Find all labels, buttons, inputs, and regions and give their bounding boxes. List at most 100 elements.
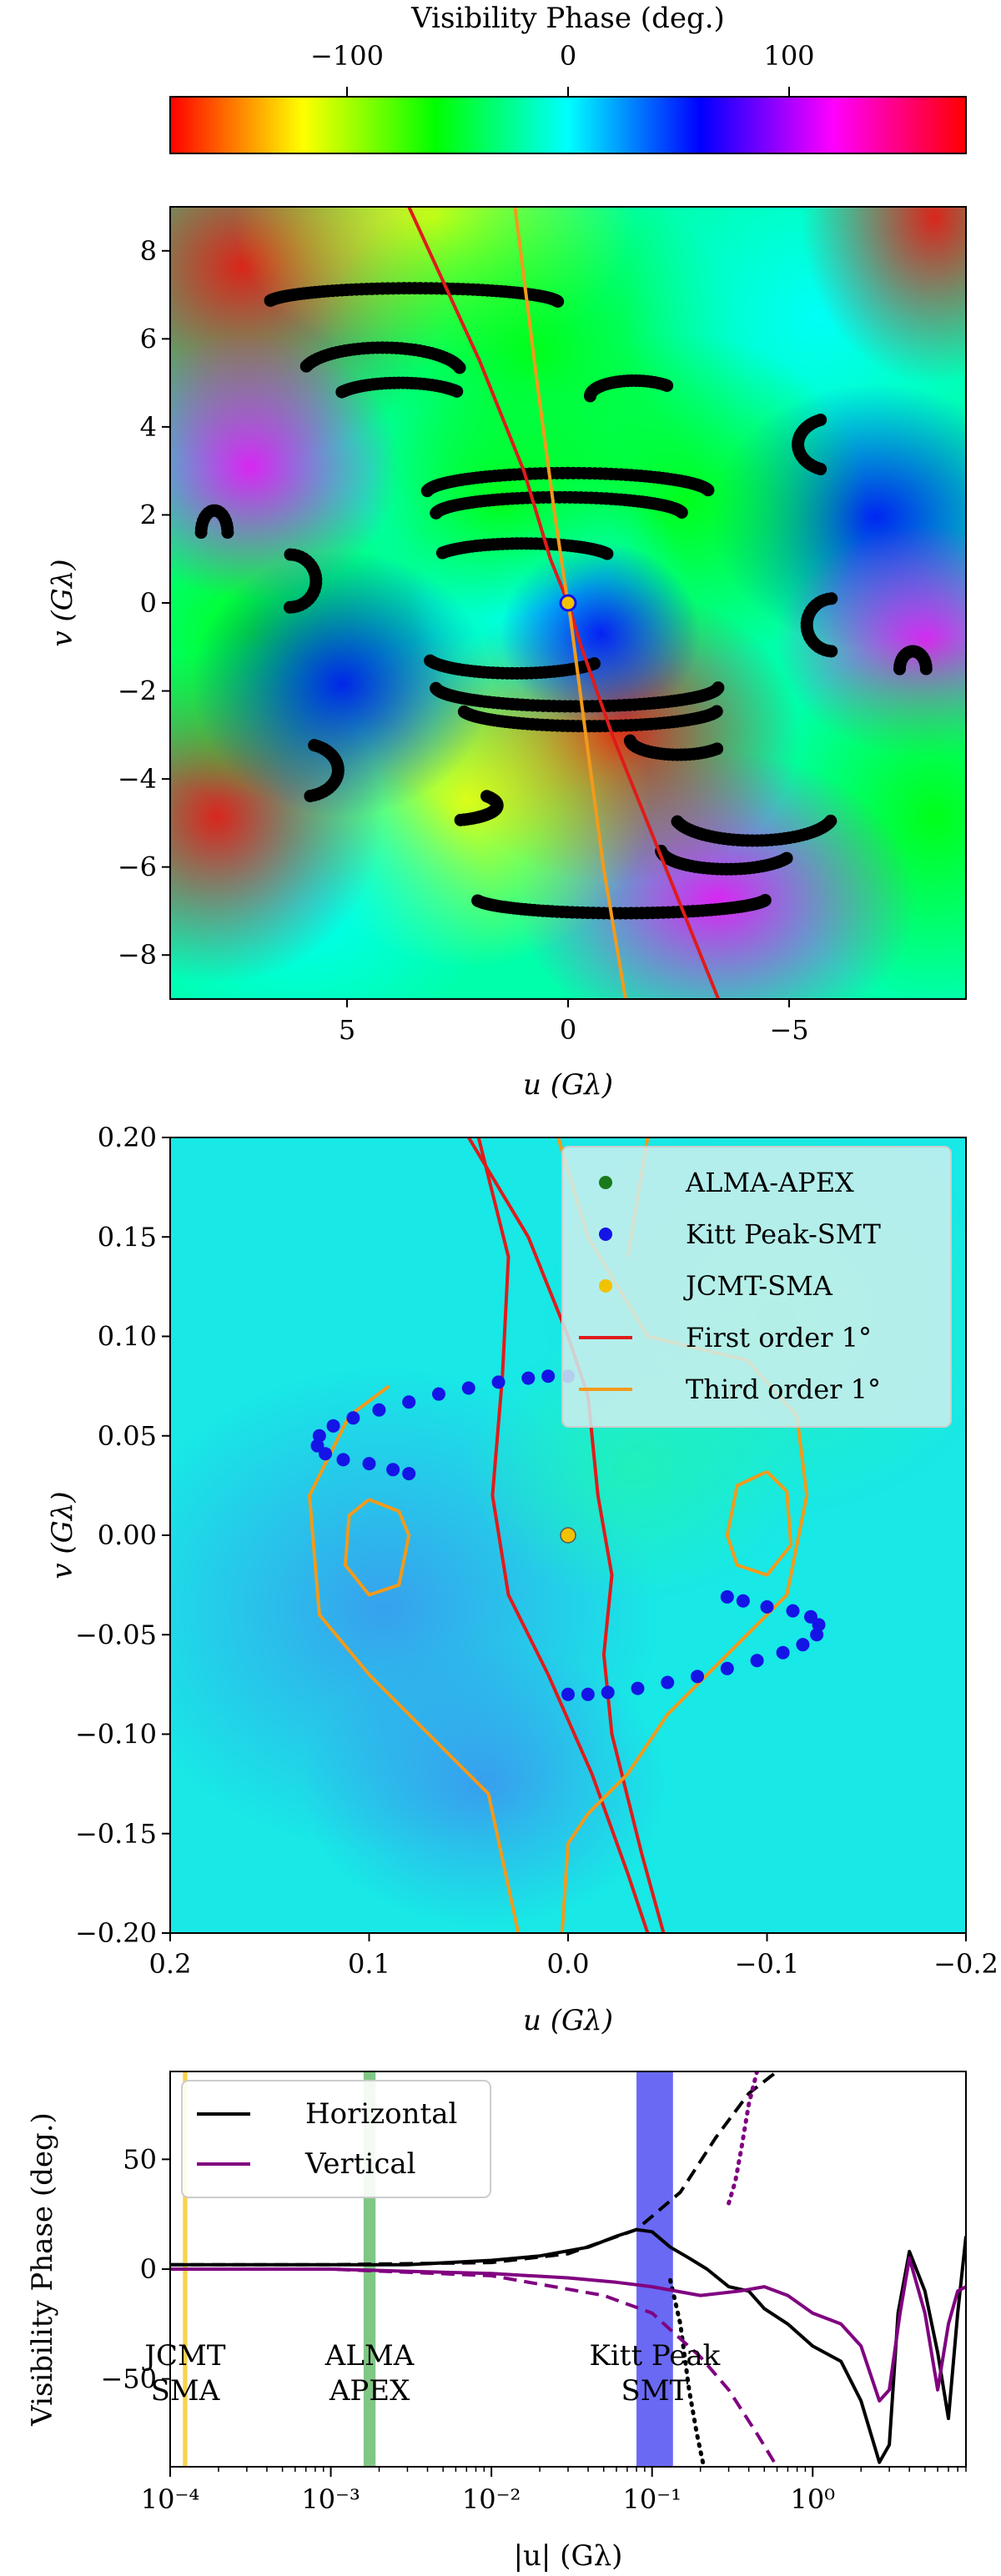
panel3-xlabel: |u| (Gλ) bbox=[514, 2539, 623, 2573]
scatter-point bbox=[541, 1369, 556, 1383]
x-tick-label: 5 bbox=[339, 1014, 355, 1046]
scatter-point bbox=[631, 1681, 645, 1695]
uv-point bbox=[814, 413, 827, 426]
y-tick-label: −2 bbox=[118, 675, 157, 707]
panel3-lines bbox=[170, 2071, 966, 2467]
legend-label: First order 1° bbox=[686, 1322, 872, 1353]
y-tick-label: −0.20 bbox=[75, 1917, 157, 1949]
panel2-contours bbox=[308, 1137, 809, 1933]
uv-point bbox=[457, 706, 470, 719]
scatter-point bbox=[312, 1429, 326, 1443]
legend-label: Kitt Peak-SMT bbox=[686, 1218, 881, 1250]
scatter-point bbox=[491, 1375, 506, 1389]
y-tick-label: 0.20 bbox=[98, 1122, 157, 1153]
series-line bbox=[668, 2277, 707, 2467]
colorbar-ticks: −100 0 100 bbox=[310, 40, 815, 97]
scatter-point bbox=[720, 1589, 734, 1604]
y-tick-label: −50 bbox=[100, 2363, 157, 2395]
panel2-xlabel: u (Gλ) bbox=[523, 2004, 613, 2037]
uv-point bbox=[304, 790, 317, 803]
uv-point bbox=[825, 592, 838, 605]
uv-point bbox=[671, 815, 684, 828]
panel1-tracks bbox=[194, 282, 933, 920]
x-tick-label: 0.0 bbox=[547, 1948, 590, 1980]
scatter-point bbox=[362, 1457, 376, 1471]
scatter-point bbox=[402, 1395, 416, 1409]
scatter-point bbox=[346, 1411, 360, 1425]
uv-point bbox=[450, 384, 464, 398]
panel1-phase-map bbox=[170, 207, 966, 999]
uv-point bbox=[221, 526, 234, 540]
scatter-point bbox=[581, 1687, 595, 1701]
uv-point bbox=[453, 361, 466, 374]
scatter-point bbox=[760, 1599, 774, 1614]
y-tick-label: 0 bbox=[140, 587, 157, 619]
x-tick-label: 10⁻¹ bbox=[622, 2483, 681, 2515]
colorbar-tick-label: 100 bbox=[763, 40, 814, 72]
scatter-point bbox=[402, 1467, 416, 1481]
panel3-legend: Horizontal Vertical bbox=[181, 2080, 491, 2198]
scatter-point bbox=[691, 1670, 705, 1684]
scatter-point bbox=[661, 1675, 675, 1690]
uv-point bbox=[424, 654, 437, 667]
legend-label: ALMA-APEX bbox=[685, 1167, 854, 1198]
y-tick-label: 0 bbox=[140, 2253, 157, 2285]
scatter-point bbox=[431, 1387, 445, 1401]
y-tick-label: 2 bbox=[140, 499, 157, 530]
x-tick-label: 0 bbox=[560, 1014, 576, 1046]
panel1-xlabel: u (Gλ) bbox=[523, 1068, 613, 1102]
contour-line bbox=[725, 1469, 793, 1577]
scatter-point bbox=[372, 1403, 386, 1417]
colorbar-gradient bbox=[169, 96, 967, 154]
series-line bbox=[170, 2256, 966, 2403]
x-tick-label: −0.1 bbox=[735, 1948, 800, 1980]
scatter-point bbox=[561, 1687, 575, 1701]
legend-label: Horizontal bbox=[305, 2097, 457, 2131]
y-tick-label: 0.15 bbox=[98, 1221, 157, 1253]
contour-line bbox=[476, 1137, 650, 1933]
panel1: 5 0 −5 8 6 4 2 0 −2 −4 −6 −8 u (Gλ) v (Gλ) bbox=[46, 206, 967, 1102]
uv-point bbox=[283, 600, 296, 614]
uv-point bbox=[623, 734, 636, 747]
y-tick-label: −4 bbox=[118, 763, 157, 795]
panel1-ylabel: v (Gλ) bbox=[46, 559, 79, 646]
colorbar-tick-label: 0 bbox=[560, 40, 576, 72]
y-tick-label: −0.15 bbox=[75, 1818, 157, 1850]
x-tick-label: 10⁻³ bbox=[301, 2483, 360, 2515]
y-tick-label: 0.05 bbox=[98, 1420, 157, 1452]
colorbar-tick-label: −100 bbox=[310, 40, 384, 72]
uv-point bbox=[702, 484, 715, 497]
legend-marker bbox=[599, 1279, 612, 1293]
scatter-point bbox=[560, 1527, 576, 1544]
band-label: SMA bbox=[151, 2374, 220, 2408]
scatter-point bbox=[803, 1609, 817, 1624]
uv-point bbox=[661, 379, 674, 392]
contour-line bbox=[467, 1137, 666, 1933]
scatter-point bbox=[319, 1447, 333, 1461]
scatter-point bbox=[750, 1654, 764, 1668]
panel2: 0.2 0.1 0.0 −0.1 −0.2 0.20 0.15 0.10 0.05 0.00 −0.… bbox=[46, 1122, 998, 2037]
scatter-point bbox=[521, 1371, 536, 1385]
scatter-point bbox=[776, 1645, 790, 1660]
uv-point bbox=[471, 894, 485, 907]
legend-marker bbox=[599, 1228, 612, 1241]
scatter-point bbox=[810, 1628, 824, 1642]
band-label: SMT bbox=[621, 2374, 689, 2408]
scatter-point bbox=[786, 1604, 800, 1618]
scatter-point bbox=[386, 1463, 400, 1477]
scatter-point bbox=[601, 1685, 615, 1700]
y-tick-label: −8 bbox=[118, 939, 157, 971]
x-tick-label: 10⁰ bbox=[790, 2483, 835, 2515]
series-line bbox=[170, 2071, 778, 2267]
panel3-legend-box bbox=[181, 2080, 491, 2198]
x-tick-label: 10⁻⁴ bbox=[141, 2483, 199, 2515]
scatter-point bbox=[736, 1594, 750, 1608]
x-tick-label: 0.1 bbox=[348, 1948, 390, 1980]
panel1-center bbox=[559, 594, 577, 612]
y-tick-label: −0.05 bbox=[75, 1619, 157, 1650]
scatter-point bbox=[720, 1661, 734, 1675]
band-label: APEX bbox=[329, 2374, 410, 2408]
band-label: JCMT bbox=[142, 2339, 225, 2373]
scatter-point bbox=[326, 1419, 340, 1433]
